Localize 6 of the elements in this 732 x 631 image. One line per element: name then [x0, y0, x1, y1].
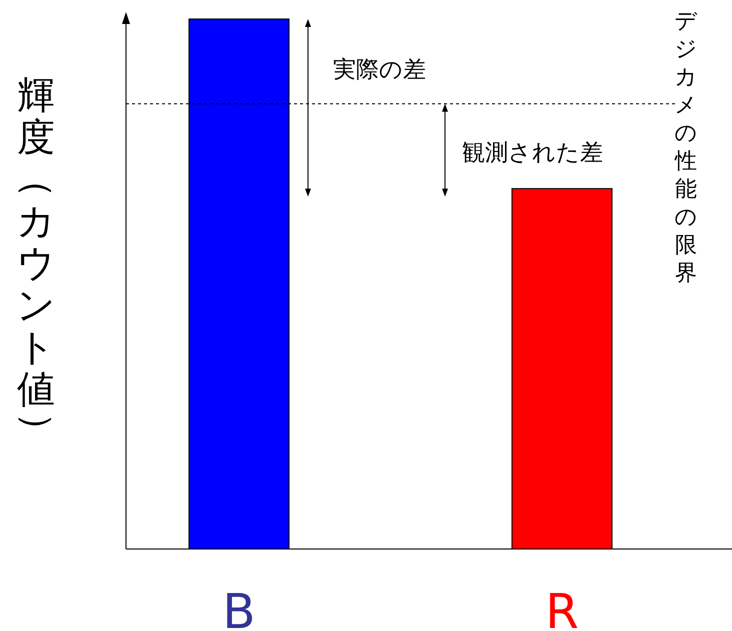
x-tick-label: B: [222, 584, 256, 631]
text: デジカメの性能の限界: [674, 9, 698, 286]
x-tick-label: R: [545, 584, 579, 631]
text: 輝度（カウント値）: [16, 73, 60, 450]
annotation: 観測された差: [462, 140, 603, 166]
annotation: 実際の差: [333, 57, 426, 83]
